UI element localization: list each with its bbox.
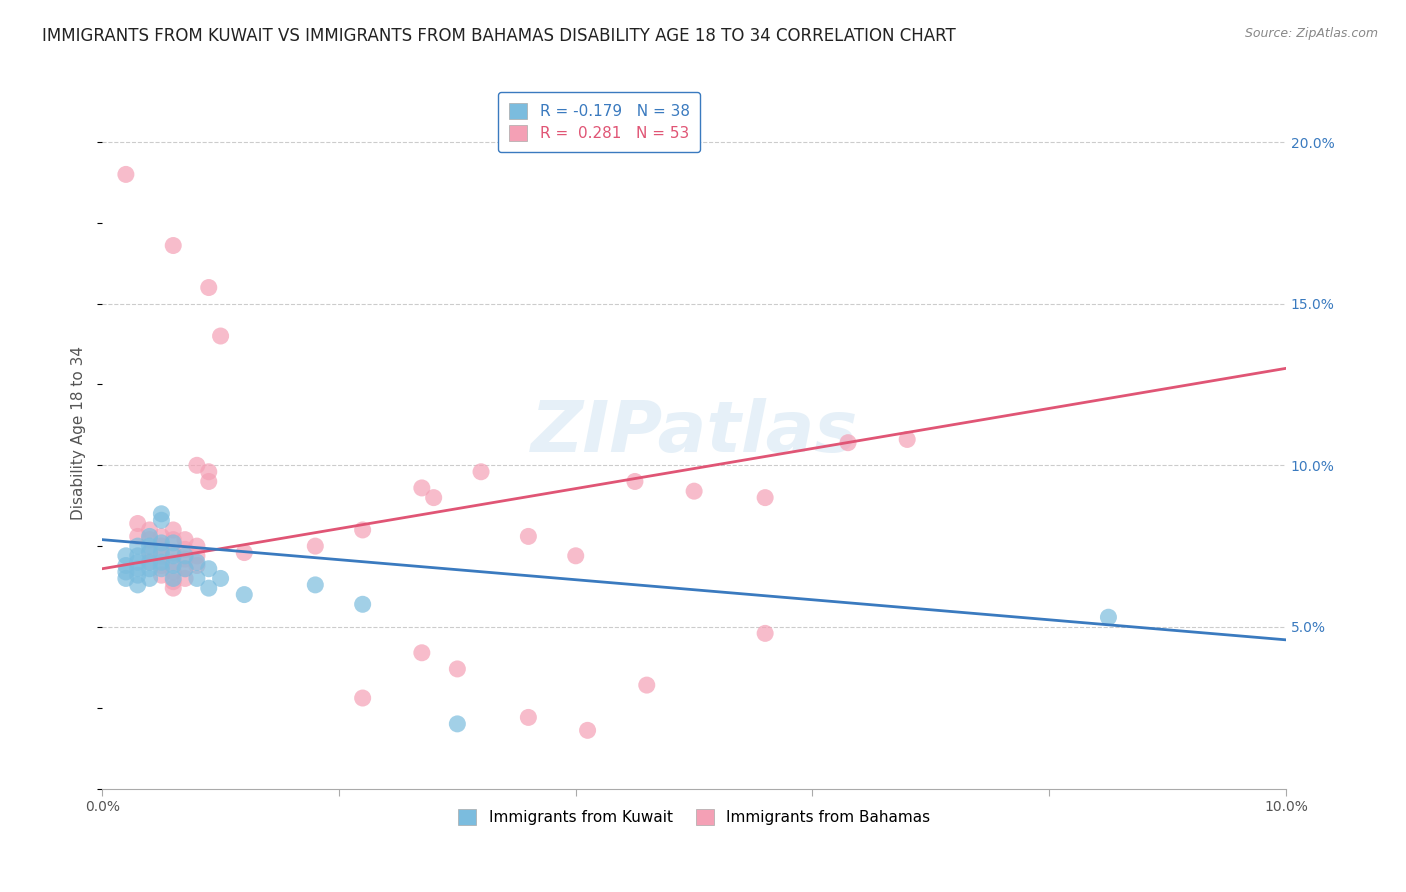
Point — [115, 565, 138, 579]
Point — [411, 646, 433, 660]
Point — [162, 571, 184, 585]
Point — [446, 717, 468, 731]
Point — [174, 542, 197, 557]
Point — [233, 545, 256, 559]
Point — [352, 523, 374, 537]
Point — [115, 168, 138, 182]
Point — [127, 549, 149, 563]
Point — [138, 555, 160, 569]
Point — [209, 571, 232, 585]
Y-axis label: Disability Age 18 to 34: Disability Age 18 to 34 — [72, 346, 86, 520]
Point — [174, 562, 197, 576]
Point — [138, 539, 160, 553]
Point — [683, 484, 706, 499]
Point — [174, 552, 197, 566]
Point — [197, 465, 219, 479]
Point — [837, 435, 859, 450]
Legend: Immigrants from Kuwait, Immigrants from Bahamas: Immigrants from Kuwait, Immigrants from … — [449, 800, 939, 834]
Point — [115, 571, 138, 585]
Point — [233, 588, 256, 602]
Text: Source: ZipAtlas.com: Source: ZipAtlas.com — [1244, 27, 1378, 40]
Point — [636, 678, 658, 692]
Point — [150, 536, 173, 550]
Point — [186, 458, 208, 473]
Point — [138, 523, 160, 537]
Point — [127, 516, 149, 531]
Point — [352, 597, 374, 611]
Point — [209, 329, 232, 343]
Point — [517, 710, 540, 724]
Point — [754, 626, 776, 640]
Point — [162, 555, 184, 569]
Point — [162, 545, 184, 559]
Point — [624, 475, 647, 489]
Point — [115, 549, 138, 563]
Point — [150, 568, 173, 582]
Point — [162, 523, 184, 537]
Point — [422, 491, 444, 505]
Point — [150, 555, 173, 569]
Point — [150, 529, 173, 543]
Point — [174, 571, 197, 585]
Point — [162, 549, 184, 563]
Point — [162, 565, 184, 579]
Point — [150, 513, 173, 527]
Point — [127, 529, 149, 543]
Point — [517, 529, 540, 543]
Point — [150, 549, 173, 563]
Point — [115, 558, 138, 573]
Point — [127, 568, 149, 582]
Point — [896, 433, 918, 447]
Point — [162, 238, 184, 252]
Point — [197, 562, 219, 576]
Point — [186, 539, 208, 553]
Point — [197, 280, 219, 294]
Point — [127, 539, 149, 553]
Point — [138, 562, 160, 576]
Text: IMMIGRANTS FROM KUWAIT VS IMMIGRANTS FROM BAHAMAS DISABILITY AGE 18 TO 34 CORREL: IMMIGRANTS FROM KUWAIT VS IMMIGRANTS FRO… — [42, 27, 956, 45]
Point — [138, 545, 160, 559]
Point — [304, 539, 326, 553]
Point — [564, 549, 586, 563]
Point — [186, 555, 208, 569]
Point — [127, 562, 149, 576]
Point — [138, 533, 160, 547]
Point — [162, 533, 184, 547]
Point — [197, 581, 219, 595]
Point — [138, 571, 160, 585]
Point — [138, 545, 160, 559]
Point — [174, 562, 197, 576]
Point — [150, 562, 173, 576]
Point — [138, 555, 160, 569]
Text: ZIPatlas: ZIPatlas — [530, 399, 858, 467]
Point — [150, 558, 173, 573]
Point — [446, 662, 468, 676]
Point — [197, 475, 219, 489]
Point — [127, 578, 149, 592]
Point — [174, 533, 197, 547]
Point — [352, 691, 374, 706]
Point — [186, 558, 208, 573]
Point — [754, 491, 776, 505]
Point — [1097, 610, 1119, 624]
Point — [150, 539, 173, 553]
Point — [150, 545, 173, 559]
Point — [138, 529, 160, 543]
Point — [162, 536, 184, 550]
Point — [576, 723, 599, 738]
Point — [470, 465, 492, 479]
Point — [411, 481, 433, 495]
Point — [174, 549, 197, 563]
Point — [162, 574, 184, 589]
Point — [186, 549, 208, 563]
Point — [150, 507, 173, 521]
Point — [127, 555, 149, 569]
Point — [186, 571, 208, 585]
Point — [162, 581, 184, 595]
Point — [162, 558, 184, 573]
Point — [304, 578, 326, 592]
